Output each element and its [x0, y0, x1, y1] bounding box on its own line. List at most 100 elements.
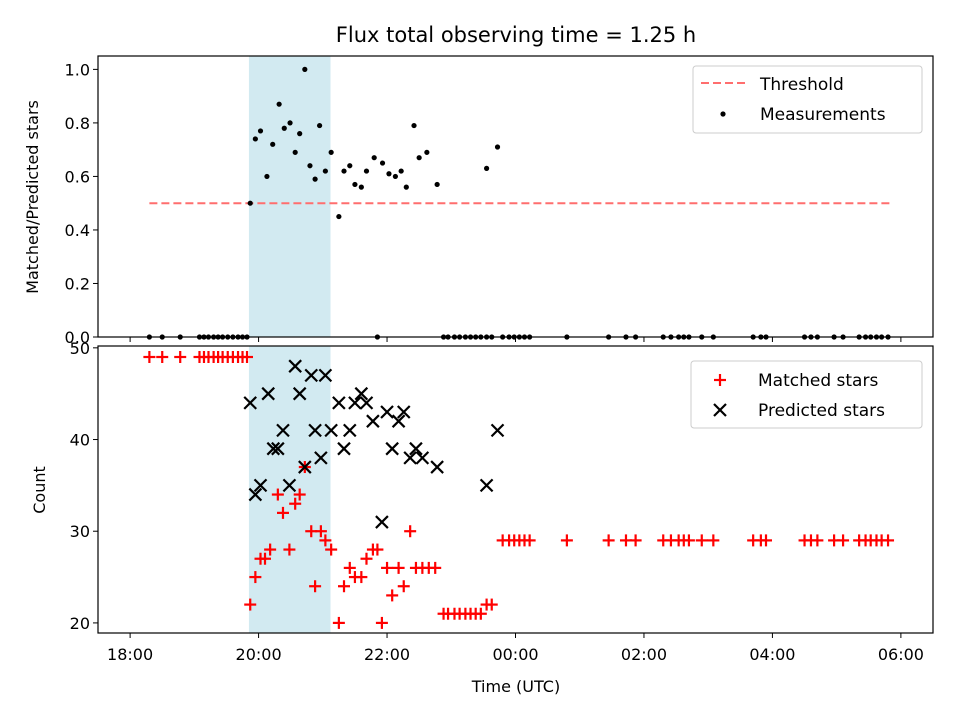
matched-star-marker — [156, 351, 169, 364]
predicted-star-marker — [403, 451, 417, 465]
matched-star-marker — [397, 580, 410, 593]
matched-star-marker — [332, 616, 345, 629]
bottom-legend-box — [690, 360, 923, 429]
matched-star-marker — [375, 616, 388, 629]
matched-star-marker — [811, 534, 824, 547]
measurement-point — [347, 163, 353, 169]
predicted-star-marker — [380, 405, 394, 419]
legend-threshold-label: Threshold — [759, 75, 844, 95]
matched-star-marker — [293, 488, 306, 501]
predicted-star-marker — [430, 460, 444, 474]
measurement-point — [316, 122, 323, 129]
predicted-star-marker — [324, 423, 338, 438]
top-y-tick-label: 1.0 — [65, 60, 90, 79]
top-legend-box — [692, 65, 923, 134]
bottom-x-tick-label: 00:00 — [492, 645, 538, 664]
measurement-point — [281, 125, 287, 131]
measurement-point — [416, 155, 422, 161]
measurement-point — [398, 168, 404, 174]
bottom-y-tick-label: 50 — [70, 339, 90, 358]
matched-star-marker — [271, 488, 284, 501]
matched-stars-points — [143, 351, 895, 629]
matched-star-marker — [283, 543, 296, 556]
matched-star-marker — [386, 589, 399, 602]
top-x-ticks — [129, 337, 902, 342]
predicted-star-marker — [298, 460, 312, 474]
matched-star-marker — [338, 580, 351, 593]
bottom-x-tick-label: 06:00 — [878, 645, 924, 664]
bottom-y-tick-label: 30 — [70, 522, 90, 541]
measurement-point — [386, 171, 392, 177]
predicted-star-marker — [396, 405, 411, 419]
predicted-star-marker — [282, 478, 297, 493]
matched-star-marker — [371, 543, 384, 556]
bottom-x-tick-label: 22:00 — [364, 645, 410, 664]
matched-star-marker — [695, 534, 708, 547]
measurement-point — [379, 160, 386, 166]
predicted-star-marker — [366, 414, 380, 428]
measurement-point — [264, 173, 270, 180]
top-y-axis-label: Matched/Predicted stars — [23, 100, 42, 294]
matched-star-marker — [837, 534, 850, 547]
predicted-star-marker — [304, 368, 319, 383]
top-y-tick-label: 0.6 — [65, 167, 90, 186]
predicted-star-marker — [253, 478, 268, 493]
bottom-panel: 20 30 40 50 18:00 20:00 22:00 00:00 02:00 04:00 0… — [30, 339, 934, 696]
measurement-point — [341, 168, 347, 174]
measurement-point — [247, 200, 253, 206]
top-y-ticks: 0.0 0.2 0.4 0.6 0.8 1.0 — [65, 60, 98, 347]
matched-star-marker — [629, 534, 642, 547]
matched-star-marker — [314, 525, 327, 538]
predicted-stars-points — [243, 359, 505, 529]
matched-star-marker — [276, 506, 289, 519]
matched-star-marker — [392, 561, 405, 574]
predicted-star-marker — [359, 396, 374, 410]
measurement-point — [312, 176, 318, 182]
predicted-star-marker — [409, 441, 423, 456]
bottom-legend: Matched stars Predicted stars — [690, 360, 923, 429]
measurement-point — [307, 163, 313, 169]
predicted-star-marker — [343, 423, 357, 438]
predicted-star-marker — [276, 423, 290, 438]
measurement-point — [434, 181, 440, 188]
matched-star-marker — [244, 598, 257, 611]
predicted-star-marker — [292, 386, 307, 401]
matched-star-marker — [319, 534, 332, 547]
legend-matched-swatch — [714, 374, 726, 386]
predicted-star-marker — [288, 359, 302, 373]
bottom-y-tick-label: 20 — [70, 614, 90, 633]
measurement-point — [287, 120, 293, 126]
bottom-x-ticks: 18:00 20:00 22:00 00:00 02:00 04:00 06:00 — [107, 633, 924, 664]
measurement-point — [252, 136, 258, 142]
bottom-x-tick-label: 20:00 — [236, 645, 282, 664]
matched-star-marker — [560, 534, 573, 547]
matched-star-marker — [360, 552, 373, 565]
legend-measurements-label: Measurements — [760, 105, 886, 125]
bottom-y-ticks: 20 30 40 50 — [70, 339, 98, 633]
top-y-tick-label: 0.0 — [65, 328, 90, 347]
matched-star-marker — [682, 534, 695, 547]
matched-star-marker — [404, 525, 417, 538]
top-y-tick-label: 0.4 — [65, 221, 90, 240]
matched-star-marker — [429, 561, 442, 574]
predicted-star-marker — [314, 451, 328, 465]
top-shaded-region — [248, 56, 331, 337]
measurement-point — [270, 141, 276, 147]
predicted-star-marker — [248, 487, 263, 502]
predicted-star-marker — [348, 396, 362, 410]
matched-star-marker — [325, 543, 338, 556]
measurement-point — [352, 181, 358, 188]
measurement-point — [494, 144, 501, 150]
measurement-point — [336, 213, 342, 220]
measurement-point — [363, 168, 370, 174]
legend-predicted-swatch — [713, 403, 727, 417]
x-axis-label: Time (UTC) — [471, 677, 560, 696]
measurement-point — [276, 101, 282, 107]
matched-star-marker — [381, 561, 394, 574]
predicted-star-marker — [308, 423, 322, 438]
predicted-star-marker — [391, 414, 406, 428]
predicted-star-marker — [375, 515, 389, 529]
matched-star-marker — [485, 598, 498, 611]
legend-matched-label: Matched stars — [758, 371, 878, 391]
